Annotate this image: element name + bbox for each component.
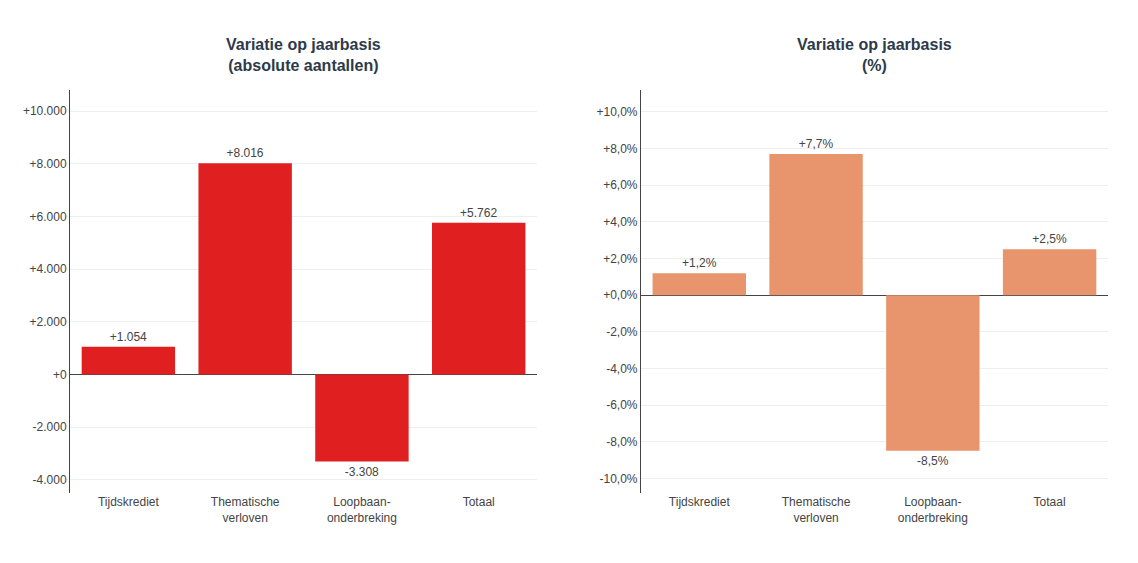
svg-text:+8,0%: +8,0% xyxy=(603,142,638,156)
svg-text:+0: +0 xyxy=(53,368,67,382)
svg-text:-6,0%: -6,0% xyxy=(606,398,638,412)
svg-text:+10.000: +10.000 xyxy=(23,104,67,118)
svg-text:Totaal: Totaal xyxy=(1034,495,1066,509)
svg-text:+2,5%: +2,5% xyxy=(1032,232,1067,246)
svg-text:-3.308: -3.308 xyxy=(345,465,379,479)
svg-text:Variatie op jaarbasis(absolute: Variatie op jaarbasis(absolute aantallen… xyxy=(226,36,381,74)
svg-text:+0,0%: +0,0% xyxy=(603,288,638,302)
svg-text:Variatie op jaarbasis(%): Variatie op jaarbasis(%) xyxy=(797,36,952,74)
svg-text:+4,0%: +4,0% xyxy=(603,215,638,229)
svg-text:Tijdskrediet: Tijdskrediet xyxy=(669,495,731,509)
svg-text:+6,0%: +6,0% xyxy=(603,178,638,192)
svg-text:+2,0%: +2,0% xyxy=(603,252,638,266)
svg-text:-2.000: -2.000 xyxy=(33,420,67,434)
svg-text:+8.016: +8.016 xyxy=(226,146,263,160)
svg-text:Totaal: Totaal xyxy=(463,495,495,509)
svg-text:Loopbaan-onderbreking: Loopbaan-onderbreking xyxy=(327,495,397,525)
svg-text:Loopbaan-onderbreking: Loopbaan-onderbreking xyxy=(898,495,968,525)
svg-text:+8.000: +8.000 xyxy=(30,157,67,171)
svg-text:+2.000: +2.000 xyxy=(30,315,67,329)
svg-text:Thematischeverloven: Thematischeverloven xyxy=(211,495,280,525)
svg-text:+10,0%: +10,0% xyxy=(596,105,637,119)
svg-text:-2,0%: -2,0% xyxy=(606,325,638,339)
svg-text:+7,7%: +7,7% xyxy=(799,137,834,151)
svg-text:+6.000: +6.000 xyxy=(30,210,67,224)
svg-text:+5.762: +5.762 xyxy=(460,206,497,220)
svg-text:-4,0%: -4,0% xyxy=(606,362,638,376)
svg-text:+1,2%: +1,2% xyxy=(682,256,717,270)
svg-text:+1.054: +1.054 xyxy=(110,330,147,344)
svg-text:-10,0%: -10,0% xyxy=(599,472,637,486)
svg-text:-4.000: -4.000 xyxy=(33,473,67,487)
svg-text:-8,5%: -8,5% xyxy=(917,454,949,468)
svg-text:Tijdskrediet: Tijdskrediet xyxy=(98,495,160,509)
svg-text:+4.000: +4.000 xyxy=(30,262,67,276)
svg-text:-8,0%: -8,0% xyxy=(606,435,638,449)
svg-text:Thematischeverloven: Thematischeverloven xyxy=(782,495,851,525)
